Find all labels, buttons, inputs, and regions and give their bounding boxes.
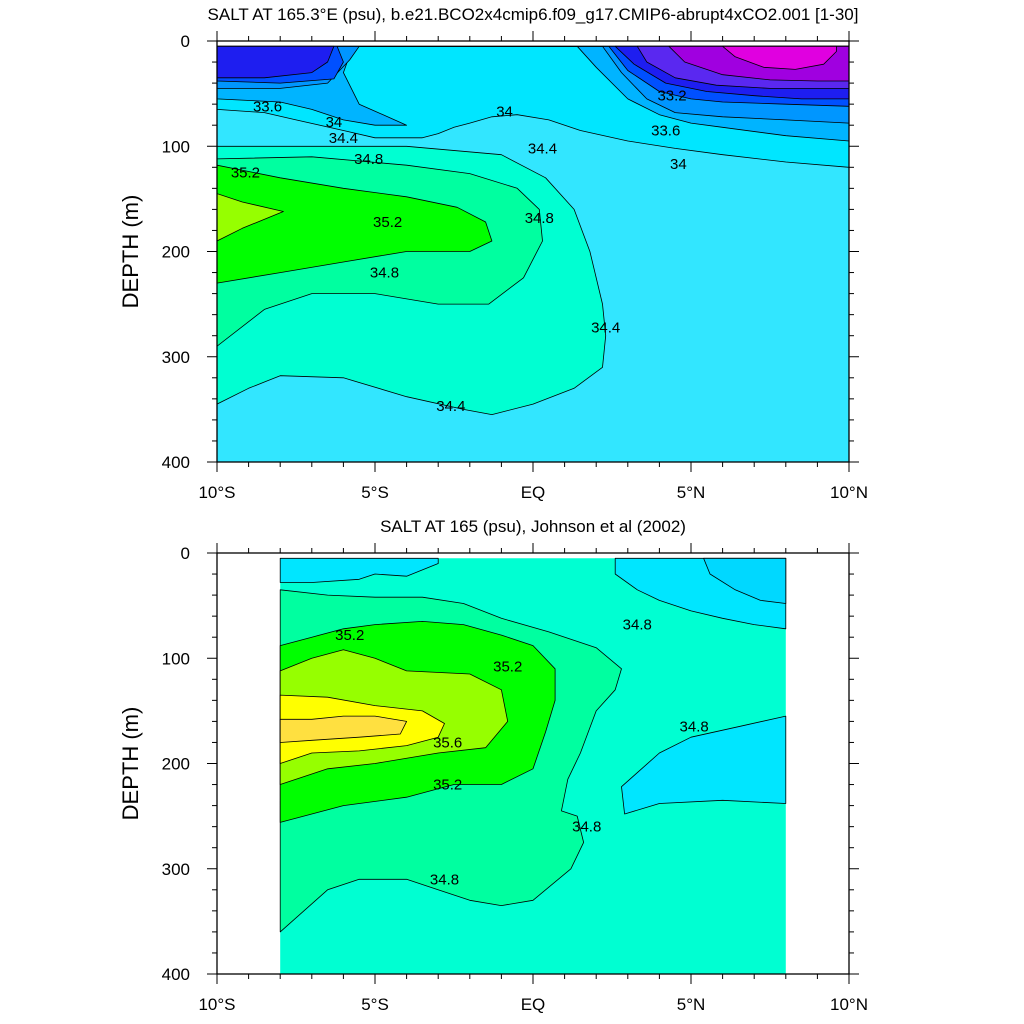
axis-ticks [207, 31, 859, 472]
contour-band [217, 45, 335, 79]
chart-title: SALT AT 165 (psu), Johnson et al (2002) [380, 517, 686, 536]
contour-label-text: 34.8 [525, 210, 554, 227]
contour-label-text: 34.4 [528, 140, 557, 157]
contour-label: 34.8 [354, 151, 383, 168]
x-tick-label: 5°S [361, 995, 389, 1014]
contour-label: 35.2 [493, 659, 522, 676]
contour-label: 34.4 [591, 319, 620, 336]
contour-label: 34 [670, 156, 687, 173]
contour-label: 35.2 [335, 627, 364, 644]
contour-label: 35.2 [373, 214, 402, 231]
contour-label: 35.2 [433, 777, 462, 794]
contour-label: 34.8 [525, 210, 554, 227]
y-tick-label: 0 [181, 544, 190, 563]
contour-band [217, 164, 493, 284]
contour-label: 35.2 [231, 165, 260, 182]
contour-label: 33.6 [253, 98, 282, 115]
contour-label: 34.8 [572, 819, 601, 836]
contour-band [722, 45, 837, 70]
contour-label: 33.6 [651, 122, 680, 139]
y-tick-label: 100 [162, 137, 190, 156]
y-tick-label: 400 [162, 453, 190, 472]
y-tick-label: 200 [162, 243, 190, 262]
x-tick-label: 10°N [830, 483, 868, 502]
contour-label: 35.6 [433, 734, 462, 751]
contour-label: 34.8 [370, 265, 399, 282]
x-tick-label: 5°N [677, 483, 706, 502]
chart-panel-2: 0 100 200 300 400 10°S 5°S EQ 5°N 10°N DEPTH (m) SA… [118, 517, 868, 1014]
contour-label-text: 35.2 [373, 214, 402, 231]
x-tick-label: 5°S [361, 483, 389, 502]
contour-label-text: 35.2 [433, 777, 462, 794]
x-tick-label: 5°N [677, 995, 706, 1014]
contour-label-text: 35.6 [433, 734, 462, 751]
x-tick-label: EQ [521, 995, 546, 1014]
y-tick-label: 400 [162, 965, 190, 984]
contour-label-text: 34.8 [572, 819, 601, 836]
contour-label: 34.4 [528, 140, 557, 157]
contour-label-text: 34.4 [329, 130, 358, 147]
contour-label: 34.8 [430, 871, 459, 888]
contour-label-text: 33.6 [651, 122, 680, 139]
contour-label: 34.8 [623, 617, 652, 634]
contour-label-text: 34.4 [591, 319, 620, 336]
contour-label: 33.2 [657, 88, 686, 105]
contour-label-text: 34.8 [370, 265, 399, 282]
contour-label-text: 33.2 [657, 88, 686, 105]
contour-label: 34 [496, 104, 513, 121]
contour-fills [217, 45, 849, 462]
contour-band [621, 715, 787, 815]
contour-label-text: 34 [670, 156, 687, 173]
y-tick-label: 200 [162, 755, 190, 774]
contour-label-text: 34.8 [680, 719, 709, 736]
y-axis-label: DEPTH (m) [118, 195, 143, 309]
contour-fills [279, 557, 787, 974]
contour-label-text: 34 [326, 114, 343, 131]
contour-label-text: 33.6 [253, 98, 282, 115]
y-tick-label: 100 [162, 649, 190, 668]
y-tick-label: 300 [162, 348, 190, 367]
contour-label-text: 35.2 [231, 165, 260, 182]
contour-label-text: 35.2 [493, 659, 522, 676]
contour-band [703, 557, 787, 604]
chart-title: SALT AT 165.3°E (psu), b.e21.BCO2x4cmip6… [208, 5, 859, 24]
x-tick-label: 10°S [198, 995, 235, 1014]
contour-label-text: 34.8 [623, 617, 652, 634]
x-tick-label: 10°S [198, 483, 235, 502]
contour-label: 34.4 [436, 398, 465, 415]
contour-band [279, 715, 408, 743]
contour-label-text: 34.8 [430, 871, 459, 888]
contour-label-text: 35.2 [335, 627, 364, 644]
contour-label: 34.4 [329, 130, 358, 147]
contour-band [279, 557, 439, 583]
contour-labels: 35.2 35.2 34.8 35.6 35.2 34.8 34.8 34.8 [335, 617, 709, 889]
contour-label: 34 [326, 114, 343, 131]
contour-label-text: 34.4 [436, 398, 465, 415]
chart-panel-1: 0 100 200 300 400 10°S 5°S EQ 5°N 10°N DEPTH (m) SA… [118, 5, 868, 502]
contour-label-text: 34 [496, 104, 513, 121]
contour-band [217, 193, 284, 242]
y-axis-label: DEPTH (m) [118, 707, 143, 821]
contour-label: 34.8 [680, 719, 709, 736]
y-tick-label: 300 [162, 860, 190, 879]
x-tick-label: 10°N [830, 995, 868, 1014]
x-tick-label: EQ [521, 483, 546, 502]
y-tick-label: 0 [181, 32, 190, 51]
contour-labels: 33.63434.434.835.235.234.83434.434.834.4… [231, 88, 687, 415]
axis-ticks [207, 543, 859, 984]
contour-label-text: 34.8 [354, 151, 383, 168]
